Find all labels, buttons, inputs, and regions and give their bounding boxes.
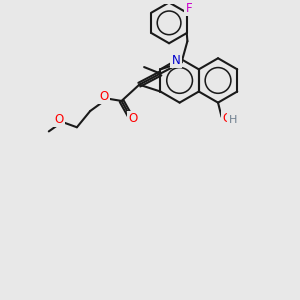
Text: N: N: [172, 54, 181, 67]
Text: F: F: [186, 2, 192, 15]
Text: O: O: [222, 112, 232, 125]
Text: H: H: [229, 115, 237, 125]
Text: O: O: [54, 113, 63, 126]
Text: O: O: [100, 90, 109, 103]
Text: O: O: [128, 112, 137, 125]
